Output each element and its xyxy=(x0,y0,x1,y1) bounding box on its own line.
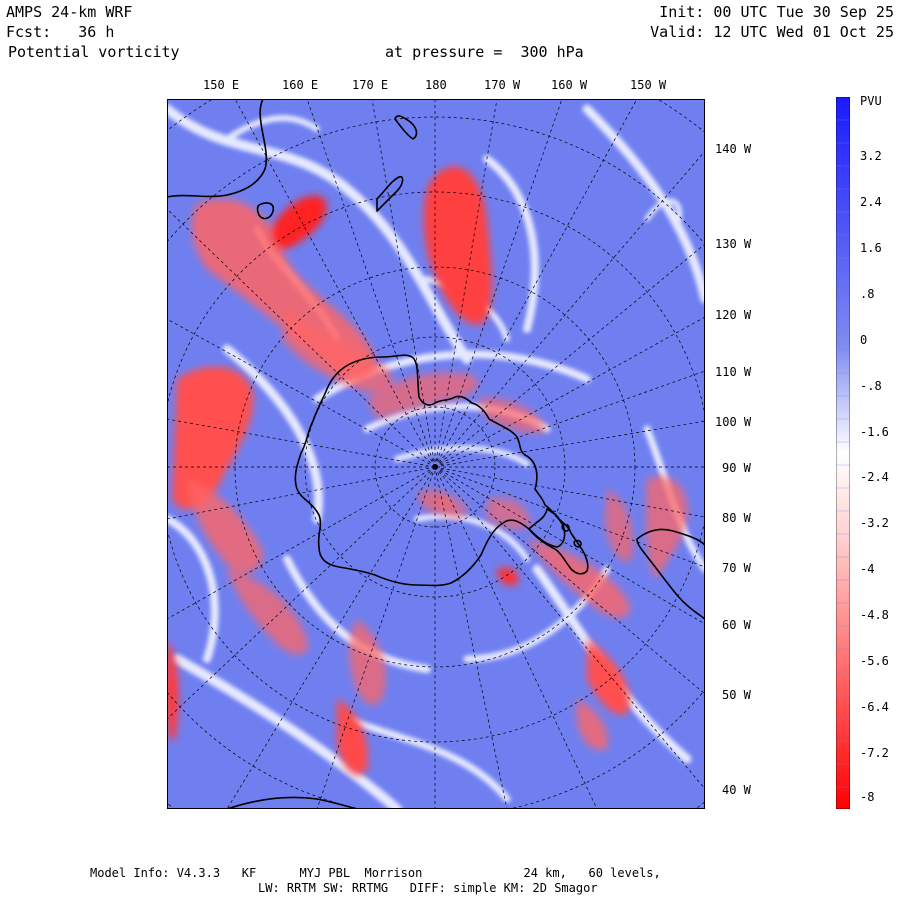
lon-label-90w: 90 W xyxy=(722,461,751,475)
pv-map xyxy=(167,99,705,809)
valid-time: Valid: 12 UTC Wed 01 Oct 25 xyxy=(650,23,894,41)
colorbar-tick: -8 xyxy=(860,790,875,804)
peninsula-islands xyxy=(561,523,582,548)
colorbar-tick: 2.4 xyxy=(860,195,882,209)
lon-label-60w: 60 W xyxy=(722,618,751,632)
lon-label-150e: 150 E xyxy=(203,78,240,92)
graticule xyxy=(167,99,705,809)
pv-red-anomalies xyxy=(167,166,688,775)
peninsula-coast xyxy=(528,508,589,575)
forecast-hour: Fcst: 36 h xyxy=(6,23,115,41)
model-title: AMPS 24-km WRF xyxy=(6,3,133,21)
pv-colorbar xyxy=(836,97,850,809)
lon-label-120w: 120 W xyxy=(715,308,752,322)
pressure-level: at pressure = 300 hPa xyxy=(385,43,584,61)
new-zealand-north xyxy=(394,115,418,140)
new-zealand-south xyxy=(376,175,404,212)
lon-label-170e: 170 E xyxy=(352,78,389,92)
init-time: Init: 00 UTC Tue 30 Sep 25 xyxy=(659,3,894,21)
southern-continent-edge xyxy=(226,796,358,809)
lon-label-40w: 40 W xyxy=(722,783,751,797)
colorbar-tick: 0 xyxy=(860,333,868,347)
lon-label-140w: 140 W xyxy=(715,142,752,156)
lon-label-150w: 150 W xyxy=(630,78,667,92)
lon-label-50w: 50 W xyxy=(722,688,751,702)
model-info-line2: LW: RRTM SW: RRTMG DIFF: simple KM: 2D S… xyxy=(258,881,598,895)
australia-coast xyxy=(167,99,268,198)
lon-label-160w: 160 W xyxy=(551,78,588,92)
map-frame xyxy=(167,99,705,809)
colorbar-tick: .8 xyxy=(860,287,875,301)
colorbar-tick: -6.4 xyxy=(860,700,889,714)
colorbar-tick: -5.6 xyxy=(860,654,889,668)
colorbar-tick: 1.6 xyxy=(860,241,882,255)
model-info-line1: Model Info: V4.3.3 KF MYJ PBL Morrison 2… xyxy=(90,866,661,880)
lon-label-160e: 160 E xyxy=(282,78,319,92)
colorbar-tick: -2.4 xyxy=(860,470,889,484)
lon-label-100w: 100 W xyxy=(715,415,752,429)
lon-label-80w: 80 W xyxy=(722,511,751,525)
lon-label-170w: 170 W xyxy=(484,78,521,92)
lon-label-130w: 130 W xyxy=(715,237,752,251)
colorbar-tick: -1.6 xyxy=(860,425,889,439)
colorbar-tick: -4 xyxy=(860,562,875,576)
colorbar-tick: 3.2 xyxy=(860,149,882,163)
south-america xyxy=(636,528,705,620)
tasmania xyxy=(256,202,275,220)
lon-label-180: 180 xyxy=(425,78,447,92)
colorbar-unit: PVU xyxy=(860,94,882,108)
colorbar-tick: -4.8 xyxy=(860,608,889,622)
variable-name: Potential vorticity xyxy=(8,43,180,61)
colorbar-tick: -7.2 xyxy=(860,746,889,760)
coastlines xyxy=(167,99,705,809)
colorbar-tick: -3.2 xyxy=(860,516,889,530)
lon-label-110w: 110 W xyxy=(715,365,752,379)
colorbar-tick: -.8 xyxy=(860,379,882,393)
lon-label-70w: 70 W xyxy=(722,561,751,575)
